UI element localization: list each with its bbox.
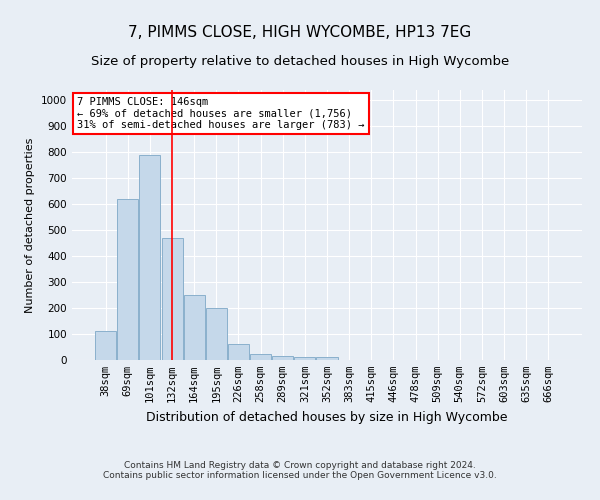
Bar	[161, 238, 182, 360]
Y-axis label: Number of detached properties: Number of detached properties	[25, 138, 35, 312]
Bar	[295, 358, 316, 360]
Bar	[316, 358, 338, 360]
Bar	[95, 332, 116, 360]
Bar	[272, 356, 293, 360]
Text: Contains HM Land Registry data © Crown copyright and database right 2024.
Contai: Contains HM Land Registry data © Crown c…	[103, 460, 497, 480]
Bar	[206, 308, 227, 360]
Bar	[228, 344, 249, 360]
Text: Size of property relative to detached houses in High Wycombe: Size of property relative to detached ho…	[91, 55, 509, 68]
Text: 7, PIMMS CLOSE, HIGH WYCOMBE, HP13 7EG: 7, PIMMS CLOSE, HIGH WYCOMBE, HP13 7EG	[128, 25, 472, 40]
Bar	[250, 354, 271, 360]
X-axis label: Distribution of detached houses by size in High Wycombe: Distribution of detached houses by size …	[146, 410, 508, 424]
Bar	[139, 155, 160, 360]
Bar	[118, 199, 139, 360]
Bar	[184, 295, 205, 360]
Text: 7 PIMMS CLOSE: 146sqm
← 69% of detached houses are smaller (1,756)
31% of semi-d: 7 PIMMS CLOSE: 146sqm ← 69% of detached …	[77, 97, 365, 130]
